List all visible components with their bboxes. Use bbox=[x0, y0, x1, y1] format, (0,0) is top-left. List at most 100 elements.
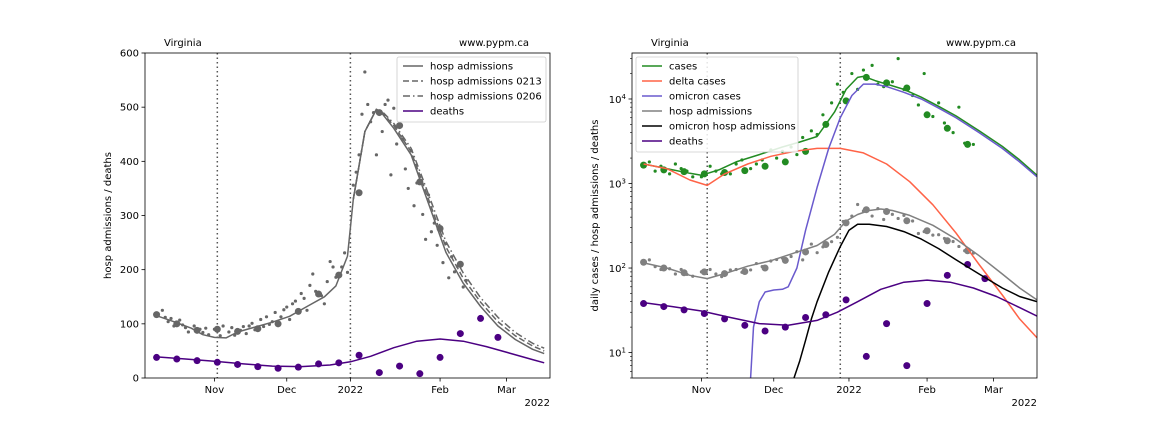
scatter-point bbox=[322, 302, 326, 306]
scatter-point bbox=[293, 299, 298, 303]
y-tick-base: 10 bbox=[609, 349, 622, 360]
scatter-point bbox=[890, 80, 894, 84]
scatter-point bbox=[673, 272, 677, 276]
scatter-point bbox=[218, 334, 222, 338]
marker-point bbox=[355, 351, 363, 359]
scatter-point bbox=[186, 330, 190, 334]
scatter-point bbox=[890, 212, 894, 216]
scatter-point bbox=[166, 320, 170, 324]
scatter-point bbox=[850, 71, 854, 76]
scatter-point bbox=[282, 308, 286, 312]
legend-label: hosp admissions 0213 bbox=[430, 77, 542, 88]
scatter-point bbox=[821, 113, 825, 117]
series-line-1 bbox=[352, 108, 545, 352]
scatter-point bbox=[835, 82, 839, 86]
scatter-point bbox=[441, 261, 445, 265]
y-tick-label: 500 bbox=[120, 103, 139, 114]
scatter-point bbox=[728, 172, 732, 176]
scatter-point bbox=[815, 251, 819, 255]
x-tick-label: Feb bbox=[431, 385, 449, 396]
scatter-point bbox=[345, 270, 350, 274]
legend-label: omicron hosp admissions bbox=[669, 122, 796, 133]
marker-point bbox=[842, 296, 850, 304]
marker-point bbox=[234, 360, 242, 368]
scatter-point bbox=[653, 169, 657, 173]
scatter-point bbox=[835, 235, 839, 239]
scatter-point bbox=[247, 324, 251, 328]
legend-box bbox=[635, 56, 799, 153]
scatter-point bbox=[305, 308, 309, 312]
marker-point bbox=[640, 258, 648, 266]
scatter-point bbox=[896, 216, 900, 221]
scatter-point bbox=[290, 302, 295, 306]
scatter-point bbox=[942, 121, 947, 125]
scatter-point bbox=[169, 316, 173, 321]
y-tick-label: 100 bbox=[120, 319, 139, 330]
scatter-point bbox=[192, 324, 196, 328]
scatter-point bbox=[386, 98, 390, 102]
x-year-label: 2022 bbox=[525, 398, 550, 409]
scatter-point bbox=[775, 156, 779, 160]
marker-point bbox=[274, 320, 282, 328]
scatter-point bbox=[178, 318, 182, 322]
scatter-point bbox=[279, 315, 283, 319]
marker-point bbox=[781, 158, 789, 166]
scatter-point bbox=[380, 129, 384, 134]
scatter-point bbox=[734, 162, 738, 166]
scatter-point bbox=[931, 233, 935, 237]
scatter-point bbox=[160, 308, 164, 312]
scatter-point bbox=[363, 70, 367, 74]
axes-frame bbox=[631, 52, 1038, 379]
scatter-point bbox=[795, 152, 799, 157]
y-axis-label: hosp admissions / deaths bbox=[103, 152, 114, 279]
x-tick-label: 2022 bbox=[836, 385, 861, 396]
scatter-point bbox=[429, 230, 433, 234]
scatter-point bbox=[285, 305, 289, 309]
marker-point bbox=[494, 333, 502, 341]
x-tick-label: Dec bbox=[764, 385, 783, 396]
scatter-point bbox=[951, 131, 955, 135]
marker-point bbox=[315, 290, 323, 298]
marker-point bbox=[640, 300, 648, 308]
series-line-3 bbox=[156, 338, 545, 368]
x-tick-label: 2022 bbox=[338, 385, 363, 396]
scatter-point bbox=[302, 296, 306, 300]
scatter-point bbox=[673, 162, 677, 166]
x-tick-label: Mar bbox=[984, 385, 1004, 396]
scatter-point bbox=[392, 106, 396, 110]
legend-label: deaths bbox=[669, 137, 703, 148]
marker-point bbox=[883, 320, 891, 328]
legend-label: hosp admissions 0206 bbox=[430, 92, 542, 103]
scatter-point bbox=[357, 153, 361, 157]
y-tick-label: 102 bbox=[609, 262, 626, 275]
series-line-0 bbox=[156, 108, 545, 355]
y-tick-base: 10 bbox=[609, 95, 622, 106]
site-label: www.pypm.ca bbox=[946, 38, 1016, 49]
x-tick-label: Nov bbox=[205, 385, 225, 396]
scatter-point bbox=[343, 251, 347, 255]
scatter-point bbox=[435, 243, 439, 247]
scatter-point bbox=[882, 217, 886, 222]
marker-point bbox=[375, 369, 383, 377]
scatter-point bbox=[426, 193, 431, 197]
series-line-4 bbox=[793, 223, 1037, 378]
marker-point bbox=[741, 167, 749, 175]
marker-point bbox=[943, 237, 951, 245]
scatter-point bbox=[691, 175, 695, 179]
marker-point bbox=[660, 303, 668, 311]
scatter-point bbox=[389, 173, 393, 177]
series-line-1 bbox=[643, 147, 1037, 339]
scatter-point bbox=[241, 324, 245, 329]
series-line-3 bbox=[643, 208, 1037, 301]
chart-left: 0 100 200 300 400 500 600 Nov Dec 2022 Feb Mar 2022 h… bbox=[103, 38, 551, 409]
marker-point bbox=[923, 300, 931, 308]
scatter-point bbox=[708, 164, 712, 168]
scatter-point bbox=[351, 183, 355, 187]
scatter-point bbox=[789, 254, 793, 259]
scatter-point bbox=[922, 71, 926, 76]
y-tick-label: 400 bbox=[120, 157, 139, 168]
marker-point bbox=[193, 357, 201, 365]
marker-point bbox=[781, 256, 789, 264]
scatter-point bbox=[395, 142, 399, 146]
scatter-point bbox=[801, 135, 805, 140]
